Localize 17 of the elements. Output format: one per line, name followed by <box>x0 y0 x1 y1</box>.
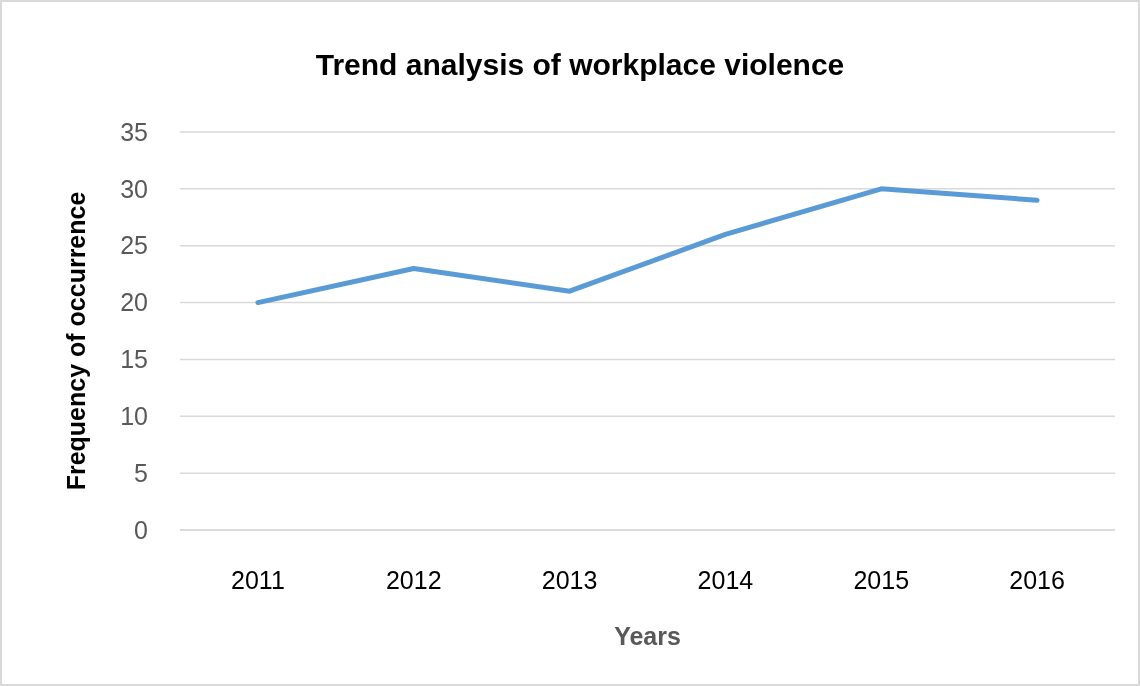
chart-title: Trend analysis of workplace violence <box>315 47 845 81</box>
y-tick-label: 35 <box>120 117 148 146</box>
y-tick-label: 30 <box>120 174 148 203</box>
y-tick-label: 5 <box>134 458 148 487</box>
x-tick-label: 2014 <box>697 565 754 594</box>
x-tick-label: 2013 <box>541 565 598 594</box>
y-tick-label: 0 <box>134 515 148 544</box>
x-tick-label: 2016 <box>1009 565 1065 594</box>
x-tick-label: 2012 <box>385 565 442 594</box>
y-tick-label: 15 <box>120 345 148 374</box>
x-axis-title: Years <box>614 621 681 650</box>
y-tick-label: 20 <box>120 288 148 317</box>
x-tick-label: 2011 <box>231 565 285 594</box>
y-tick-label: 25 <box>120 231 148 260</box>
y-tick-label: 10 <box>120 402 148 431</box>
x-tick-label: 2015 <box>853 565 910 594</box>
y-axis-title: Frequency of occurrence <box>61 191 90 491</box>
